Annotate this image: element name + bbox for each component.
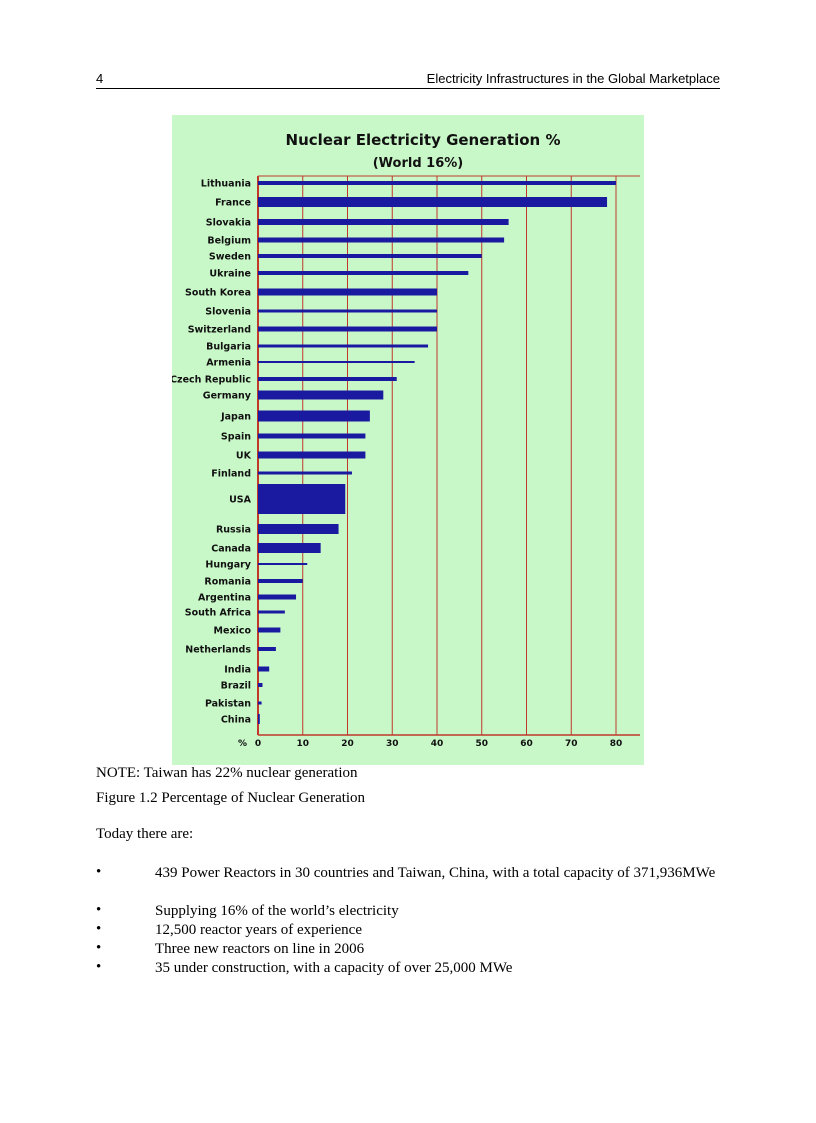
bullet-text: 12,500 reactor years of experience	[155, 922, 362, 938]
x-tick-label: 30	[386, 739, 399, 749]
category-label: Sweden	[209, 252, 251, 263]
running-title: Electricity Infrastructures in the Globa…	[426, 71, 720, 86]
bar-usa	[258, 484, 346, 514]
bar-germany	[258, 390, 384, 400]
bullet-icon: •	[96, 902, 102, 918]
bullet-text: 439 Power Reactors in 30 countries and T…	[155, 865, 716, 881]
category-label: India	[224, 665, 251, 676]
chart-subtitle: (World 16%)	[373, 156, 464, 171]
bar-south-korea	[258, 288, 437, 296]
bar-pakistan	[258, 701, 262, 705]
bar-france	[258, 197, 608, 207]
category-label: Czech Republic	[172, 375, 251, 386]
bar-south-africa	[258, 610, 285, 614]
x-tick-label: 40	[431, 739, 444, 749]
bar-mexico	[258, 627, 281, 633]
category-label: Germany	[203, 391, 252, 402]
category-label: Romania	[204, 577, 251, 588]
category-label: USA	[229, 495, 252, 506]
bar-switzerland	[258, 326, 437, 332]
bullet-icon: •	[96, 940, 102, 956]
bar-slovenia	[258, 309, 437, 313]
bar-india	[258, 666, 270, 672]
x-tick-label: 20	[341, 739, 354, 749]
category-label: Brazil	[221, 681, 251, 692]
category-label: Switzerland	[188, 325, 251, 336]
category-label: Slovenia	[205, 307, 251, 318]
category-label: Belgium	[207, 236, 251, 247]
category-label: Hungary	[205, 560, 251, 571]
category-label: Slovakia	[206, 218, 251, 229]
bullet-text: 35 under construction, with a capacity o…	[155, 960, 513, 976]
bar-lithuania	[258, 181, 616, 185]
category-label: Spain	[221, 432, 251, 443]
bar-belgium	[258, 237, 505, 243]
x-tick-label: 70	[565, 739, 578, 749]
bar-uk	[258, 451, 366, 459]
figure-caption: Figure 1.2 Percentage of Nuclear Generat…	[96, 790, 366, 806]
category-label: Ukraine	[209, 269, 251, 280]
category-label: China	[221, 715, 251, 726]
category-label: Pakistan	[205, 699, 251, 710]
category-label: Bulgaria	[206, 342, 251, 353]
category-label: UK	[236, 451, 252, 462]
header-rule	[96, 88, 720, 89]
category-label: South Africa	[185, 608, 251, 619]
bar-slovakia	[258, 219, 509, 225]
bar-netherlands	[258, 647, 276, 651]
x-tick-label: 50	[475, 739, 488, 749]
bullet-icon: •	[96, 921, 102, 937]
figure-note: NOTE: Taiwan has 22% nuclear generation	[96, 765, 358, 781]
x-tick-label: 60	[520, 739, 533, 749]
bar-ukraine	[258, 271, 469, 275]
category-label: Russia	[216, 525, 251, 536]
bar-sweden	[258, 254, 482, 258]
category-label: Finland	[211, 469, 251, 480]
category-label: Mexico	[214, 626, 252, 637]
category-label: Lithuania	[201, 179, 251, 190]
bullet-icon: •	[96, 959, 102, 975]
bar-china	[258, 714, 260, 724]
category-label: South Korea	[185, 288, 251, 299]
bullet-text: Supplying 16% of the world’s electricity	[155, 903, 399, 919]
bar-japan	[258, 410, 370, 422]
bar-argentina	[258, 594, 297, 600]
bar-russia	[258, 524, 339, 534]
bar-armenia	[258, 361, 415, 363]
category-label: Japan	[220, 412, 251, 423]
intro-text: Today there are:	[96, 826, 194, 842]
category-label: Argentina	[198, 593, 251, 604]
bar-hungary	[258, 563, 308, 565]
bar-spain	[258, 433, 366, 439]
category-label: Armenia	[206, 358, 251, 369]
x-tick-label: 10	[296, 739, 309, 749]
category-label: France	[215, 198, 251, 209]
category-label: Canada	[211, 544, 251, 555]
x-tick-label: 80	[610, 739, 623, 749]
page-number: 4	[96, 71, 104, 86]
bar-romania	[258, 579, 303, 583]
bar-bulgaria	[258, 344, 429, 348]
chart-title: Nuclear Electricity Generation %	[286, 131, 561, 149]
bar-czech-republic	[258, 377, 397, 381]
bullet-icon: •	[96, 864, 102, 880]
nuclear-generation-chart: Nuclear Electricity Generation % (World …	[172, 115, 644, 765]
x-axis-label: %	[238, 739, 247, 749]
bar-finland	[258, 471, 352, 475]
bar-brazil	[258, 683, 263, 687]
category-label: Netherlands	[185, 645, 251, 656]
bar-canada	[258, 543, 321, 553]
x-tick-label: 0	[255, 739, 261, 749]
bullet-text: Three new reactors on line in 2006	[155, 941, 365, 957]
